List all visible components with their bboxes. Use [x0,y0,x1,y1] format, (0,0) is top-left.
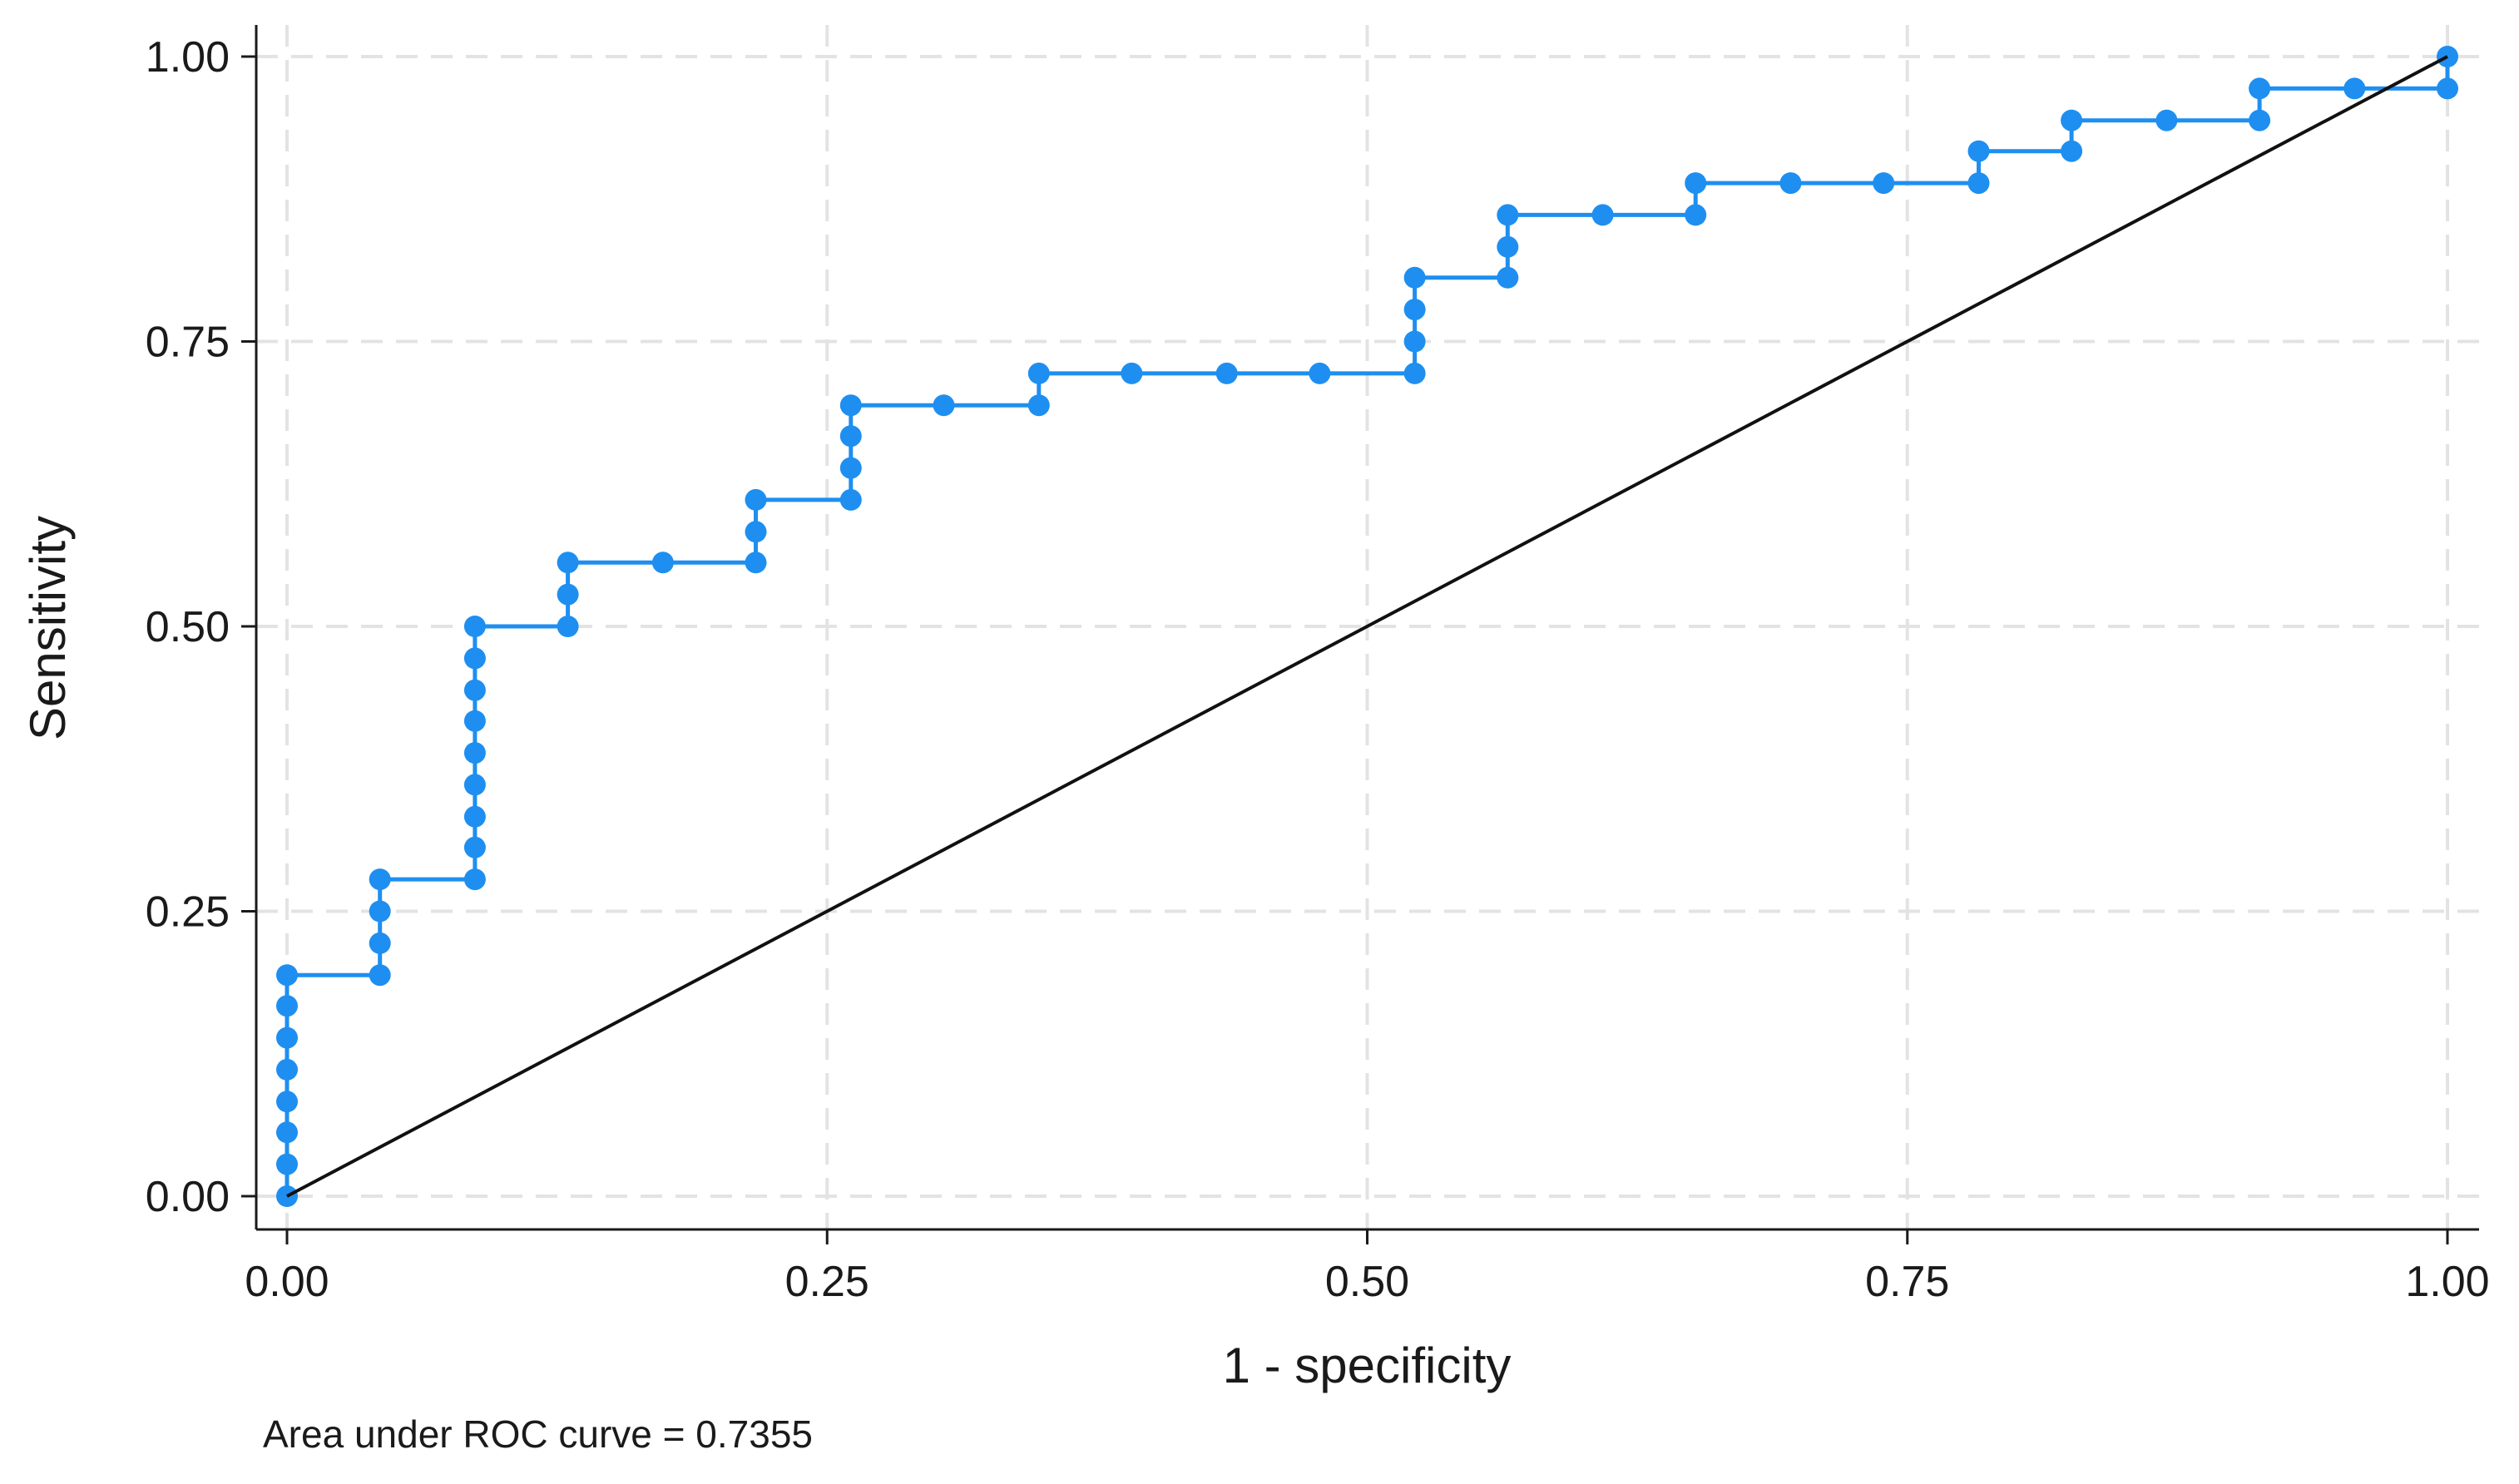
roc-point [2061,109,2083,131]
roc-point [463,836,486,858]
roc-point [1403,362,1426,384]
roc-point [1685,172,1707,195]
roc-point [1497,266,1519,289]
y-tick-label: 1.00 [146,33,230,82]
roc-point [463,805,486,828]
roc-point [463,868,486,891]
auc-annotation: Area under ROC curve = 0.7355 [263,1412,813,1456]
roc-point [276,1153,298,1175]
y-axis-title: Sensitivity [20,516,76,740]
x-axis-title: 1 - specificity [1223,1338,1512,1393]
roc-point [1309,362,1331,384]
roc-point [1027,394,1050,417]
roc-point [276,995,298,1017]
roc-point [463,774,486,796]
roc-point [557,616,579,637]
roc-point [745,488,767,511]
roc-point [1873,172,1895,195]
x-tick-label: 0.00 [245,1258,329,1306]
roc-point [839,425,862,448]
x-tick-label: 0.75 [1865,1258,1949,1306]
roc-point [1685,204,1707,226]
roc-point [369,964,391,987]
roc-point [1779,172,1802,195]
roc-point [745,521,767,543]
y-tick-label: 0.75 [146,319,230,367]
reference-diagonal-line [286,55,2448,1198]
y-tick-label: 0.00 [146,1173,230,1221]
roc-point [2343,77,2366,100]
roc-point [369,900,391,923]
series-layer [276,46,2458,1207]
roc-point [1403,330,1426,353]
roc-point [1215,362,1238,384]
roc-point [463,647,486,670]
roc-point [1591,204,1614,226]
roc-point [1497,235,1519,258]
roc-point [2155,109,2178,131]
roc-point [557,583,579,606]
roc-point [369,932,391,954]
roc-point [557,552,579,574]
roc-point [276,1091,298,1113]
roc-point [2061,140,2083,162]
x-tick-label: 0.50 [1325,1258,1409,1306]
y-tick-label: 0.25 [146,888,230,937]
roc-point [1967,140,1990,162]
x-tick-label: 1.00 [2405,1258,2489,1306]
roc-point [1027,362,1050,384]
roc-point [839,394,862,417]
roc-point [1967,172,1990,195]
roc-point [276,964,298,987]
roc-point [2437,77,2458,100]
roc-point [276,1058,298,1081]
y-tick-label: 0.50 [146,603,230,651]
roc-point [933,394,955,417]
roc-point [463,742,486,764]
axes-layer: 0.00 0.25 0.50 0.75 1.00 0.00 0.25 0.50 0.75 1.00 [146,25,2490,1306]
roc-point [1403,299,1426,321]
roc-point [463,616,486,637]
roc-point [2249,109,2271,131]
roc-point [276,1121,298,1144]
roc-point [1403,266,1426,289]
roc-point [745,552,767,574]
roc-point [839,457,862,479]
roc-point [1121,362,1143,384]
roc-point [276,1026,298,1049]
x-tick-label: 0.25 [785,1258,869,1306]
roc-point [839,488,862,511]
roc-point [1497,204,1519,226]
roc-point [369,868,391,891]
roc-point [651,552,674,574]
roc-point [463,679,486,701]
roc-point [2249,77,2271,100]
roc-point [463,710,486,732]
